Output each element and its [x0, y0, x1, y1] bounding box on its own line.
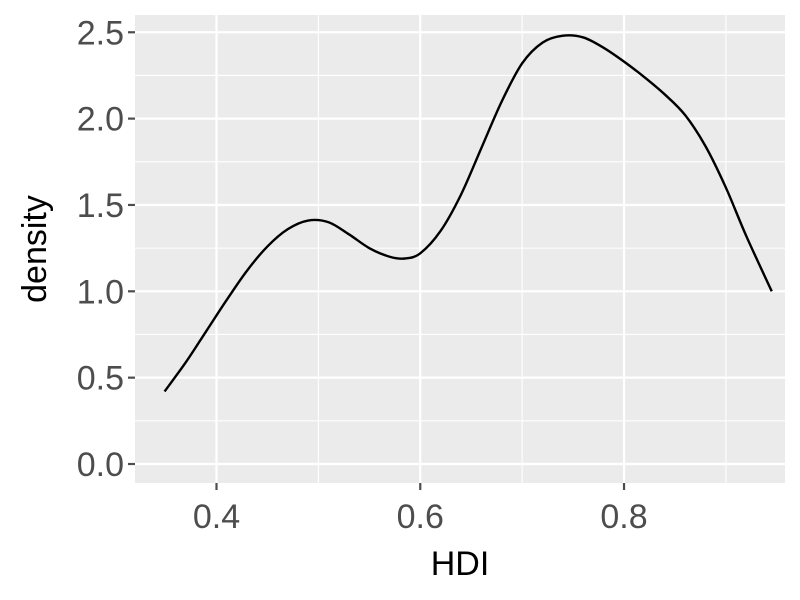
- x-axis: 0.4 0.6 0.8: [193, 483, 648, 536]
- x-tick-label: 0.4: [193, 498, 240, 536]
- minor-gridlines: [135, 15, 785, 483]
- y-tick-label: 0.0: [77, 446, 124, 484]
- y-tick-label: 1.5: [77, 187, 124, 225]
- y-axis-title: density: [16, 195, 54, 303]
- y-axis: 0.0 0.5 1.0 1.5 2.0 2.5: [77, 14, 135, 484]
- density-curve: [163, 34, 773, 393]
- y-tick-label: 2.0: [77, 101, 124, 139]
- y-tick-label: 0.5: [77, 360, 124, 398]
- y-tick-label: 2.5: [77, 14, 124, 52]
- x-tick-label: 0.8: [600, 498, 647, 536]
- x-tick-label: 0.6: [397, 498, 444, 536]
- major-gridlines: [135, 15, 785, 483]
- y-tick-label: 1.0: [77, 273, 124, 311]
- x-axis-title: HDI: [431, 545, 490, 583]
- plot-panel: [135, 15, 785, 483]
